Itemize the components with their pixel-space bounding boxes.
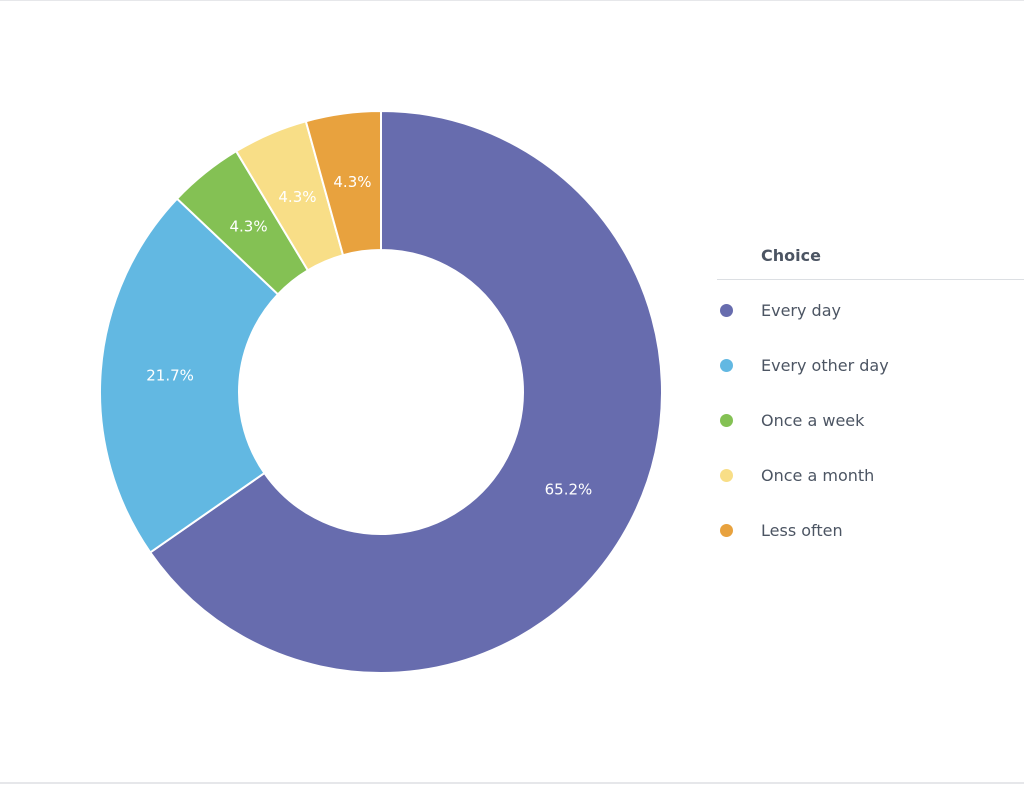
donut-slices — [99, 109, 663, 674]
legend-title: Choice — [761, 246, 821, 265]
value-label-once-a-week: 4.3% — [229, 218, 267, 236]
slice-less-often[interactable] — [304, 109, 382, 257]
value-label-less-often: 4.3% — [333, 173, 371, 191]
legend-item-less-often[interactable]: Less often — [717, 503, 1024, 558]
legend-label: Less often — [761, 521, 843, 540]
legend-item-every-day[interactable]: Every day — [717, 283, 1024, 338]
legend-item-every-other-day[interactable]: Every other day — [717, 338, 1024, 393]
legend-label: Every other day — [761, 356, 889, 375]
legend: Choice Every day Every other day Once a we… — [717, 232, 1024, 558]
legend-label: Once a month — [761, 466, 875, 485]
legend-dot-icon — [720, 524, 733, 537]
legend-label: Every day — [761, 301, 841, 320]
legend-item-once-a-month[interactable]: Once a month — [717, 448, 1024, 503]
slice-every-day[interactable] — [148, 109, 663, 674]
value-label-every-other-day: 21.7% — [146, 367, 194, 385]
legend-header: Choice — [717, 232, 1024, 280]
value-label-once-a-month: 4.3% — [278, 188, 316, 206]
legend-list: Every day Every other day Once a week Once … — [717, 280, 1024, 558]
legend-dot-icon — [720, 414, 733, 427]
legend-dot-icon — [720, 359, 733, 372]
slice-every-other-day[interactable] — [99, 197, 280, 554]
top-border — [0, 0, 1024, 1]
legend-label: Once a week — [761, 411, 865, 430]
bottom-border — [0, 782, 1024, 784]
legend-dot-icon — [720, 469, 733, 482]
donut-chart: 65.2% 21.7% 4.3% 4.3% 4.3% — [99, 109, 663, 674]
value-label-every-day: 65.2% — [545, 480, 593, 498]
donut-value-labels: 65.2% 21.7% 4.3% 4.3% 4.3% — [146, 173, 592, 499]
legend-item-once-a-week[interactable]: Once a week — [717, 393, 1024, 448]
legend-dot-icon — [720, 304, 733, 317]
